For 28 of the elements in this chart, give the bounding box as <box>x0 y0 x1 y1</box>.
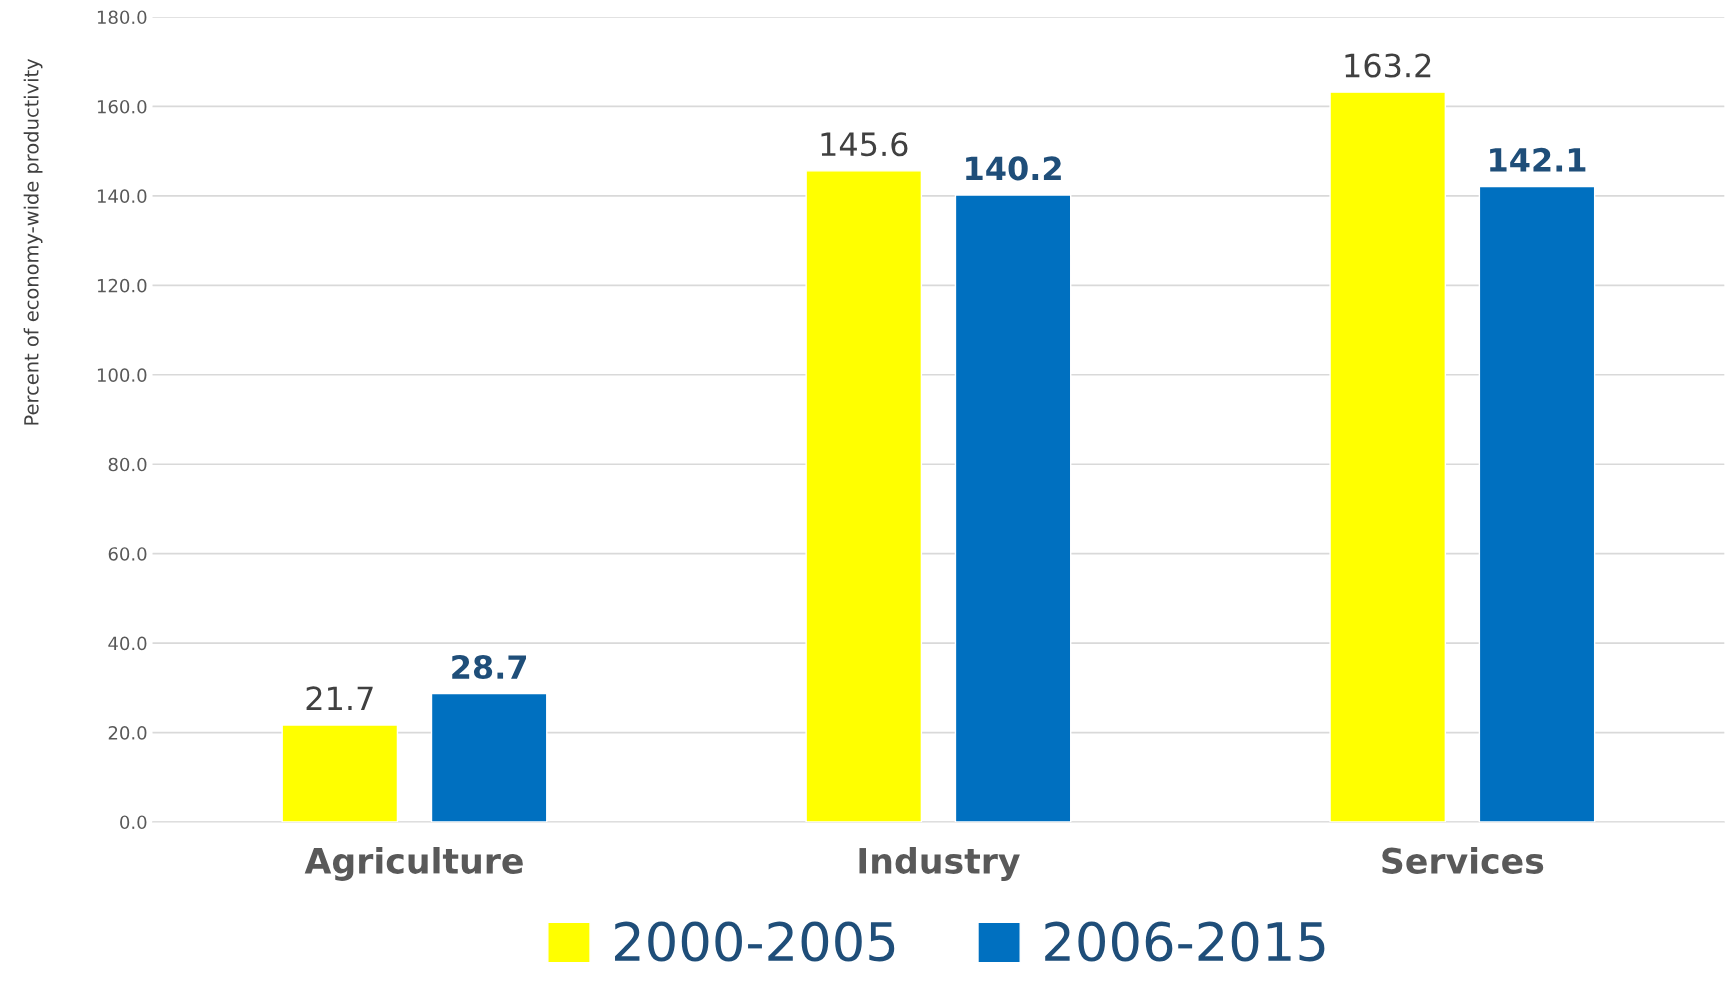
x-tick-label: Services <box>1382 847 1544 874</box>
data-label: 145.6 <box>821 132 908 157</box>
bar <box>1329 91 1447 822</box>
y-tick-label: 100.0 <box>97 368 147 382</box>
y-tick-label: 120.0 <box>97 278 147 293</box>
y-tick-label: 40.0 <box>108 636 147 651</box>
x-tick-label: Industry <box>859 847 1020 881</box>
y-axis-title: Percent of economy-wide productivity <box>23 58 43 425</box>
data-label: 142.1 <box>1490 147 1586 172</box>
data-label: 21.7 <box>306 686 373 710</box>
y-tick-label: 80.0 <box>108 457 147 472</box>
y-tick-label: 140.0 <box>97 189 147 204</box>
data-label: 163.2 <box>1345 53 1431 78</box>
data-label: 140.2 <box>966 156 1061 181</box>
y-tick-label: 0.0 <box>120 815 147 830</box>
x-tick-label: Agriculture <box>304 847 523 881</box>
bar <box>430 692 548 822</box>
data-label: 28.7 <box>452 654 527 680</box>
legend-label: 2006-2015 <box>1045 921 1325 962</box>
y-tick-label: 180.0 <box>97 10 147 25</box>
y-tick-label: 20.0 <box>108 726 147 740</box>
bar <box>281 724 399 822</box>
bar <box>954 194 1072 822</box>
y-tick-label: 160.0 <box>97 99 147 114</box>
y-tick-label: 60.0 <box>108 547 147 561</box>
bar <box>1478 185 1596 822</box>
bar <box>805 170 923 822</box>
legend-label: 2000-2005 <box>615 921 895 962</box>
